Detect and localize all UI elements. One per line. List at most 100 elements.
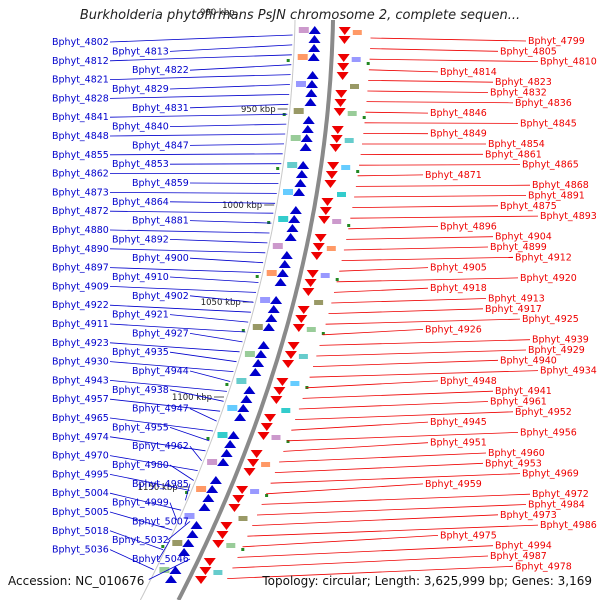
right-gene-label: Bphyt_4961 <box>490 397 547 408</box>
left-gene-label: Bphyt_4922 <box>52 300 109 311</box>
feature-dot <box>286 440 290 443</box>
feature-dot <box>267 221 271 224</box>
left-gene-label: Bphyt_4848 <box>52 131 109 142</box>
feature-block <box>314 300 324 305</box>
right-leader-line <box>348 226 439 230</box>
scale-tick-label: 1050 kbp <box>201 298 241 308</box>
feature-block <box>252 324 263 330</box>
reverse-gene-arrow <box>319 207 332 215</box>
feature-block <box>290 381 300 386</box>
left-leader-line <box>167 521 191 541</box>
feature-block <box>236 378 247 384</box>
left-leader-line <box>109 361 234 372</box>
reverse-gene-arrow <box>312 243 325 251</box>
left-gene-label: Bphyt_4897 <box>52 263 109 274</box>
left-leader-line <box>189 333 243 343</box>
left-gene-label: Bphyt_4864 <box>112 197 169 208</box>
feature-block <box>298 27 309 33</box>
left-gene-label: Bphyt_4970 <box>52 451 109 462</box>
right-leader-line <box>368 69 439 73</box>
feature-block <box>341 165 351 170</box>
forward-gene-arrow <box>306 71 319 79</box>
forward-gene-arrow <box>198 503 211 511</box>
reverse-gene-arrow <box>282 360 295 368</box>
left-leader-line <box>169 123 287 127</box>
left-leader-line <box>189 295 254 303</box>
forward-gene-arrow <box>178 548 191 556</box>
left-leader-line <box>109 286 257 293</box>
left-leader-line <box>189 103 289 109</box>
feature-block <box>207 459 218 465</box>
forward-gene-arrow <box>224 440 237 448</box>
reverse-gene-arrow <box>220 522 233 530</box>
feature-block <box>293 108 304 114</box>
left-leader-line <box>109 229 270 234</box>
right-leader-line <box>295 411 514 420</box>
feature-dot <box>241 329 245 332</box>
reverse-gene-arrow <box>228 504 241 512</box>
right-gene-label: Bphyt_4939 <box>532 335 589 346</box>
reverse-gene-arrow <box>243 468 256 476</box>
right-gene-label: Bphyt_4917 <box>485 304 542 315</box>
left-gene-label: Bphyt_4985 <box>132 479 189 490</box>
reverse-gene-arrow <box>250 450 263 458</box>
left-leader-line <box>109 492 182 511</box>
scale-tick-label: 1100 kbp <box>172 393 212 403</box>
forward-gene-arrow <box>265 314 278 322</box>
reverse-gene-arrow <box>260 423 273 431</box>
right-leader-line <box>343 246 489 251</box>
feature-block <box>250 489 260 494</box>
reverse-gene-arrow <box>324 180 337 188</box>
reverse-gene-arrow <box>273 387 286 395</box>
forward-gene-arrow <box>220 449 233 457</box>
left-leader-line <box>109 113 288 118</box>
feature-block <box>352 30 362 35</box>
right-gene-label: Bphyt_4814 <box>440 67 497 78</box>
right-gene-label: Bphyt_4948 <box>440 376 497 387</box>
left-gene-label: Bphyt_4813 <box>112 46 169 57</box>
feature-block <box>283 189 293 195</box>
forward-gene-arrow <box>305 89 318 97</box>
right-leader-line <box>274 462 484 473</box>
left-gene-label: Bphyt_5036 <box>52 545 109 556</box>
reverse-gene-arrow <box>284 351 297 359</box>
feature-dot <box>347 224 351 227</box>
left-leader-line <box>109 133 286 137</box>
left-leader-line <box>109 323 246 333</box>
feature-block <box>290 135 301 141</box>
right-leader-line <box>339 267 429 272</box>
forward-gene-arrow <box>294 179 307 187</box>
right-leader-line <box>302 390 494 399</box>
right-gene-label: Bphyt_4959 <box>425 479 482 490</box>
right-gene-label: Bphyt_4945 <box>430 417 487 428</box>
left-gene-label: Bphyt_4902 <box>132 291 189 302</box>
feature-block <box>184 513 195 519</box>
right-gene-label: Bphyt_4868 <box>532 180 589 191</box>
feature-block <box>287 162 298 168</box>
feature-block <box>278 216 289 222</box>
left-gene-label: Bphyt_4911 <box>52 319 109 330</box>
left-leader-line <box>109 34 293 43</box>
forward-gene-arrow <box>295 170 308 178</box>
right-gene-label: Bphyt_4913 <box>488 294 545 305</box>
left-leader-line <box>169 44 293 52</box>
right-leader-line <box>355 184 531 187</box>
left-gene-label: Bphyt_4900 <box>132 253 189 264</box>
left-gene-label: Bphyt_4944 <box>132 366 189 377</box>
forward-gene-arrow <box>262 323 275 331</box>
forward-gene-arrow <box>300 134 313 142</box>
reverse-gene-arrow <box>337 63 350 71</box>
feature-block <box>196 486 207 492</box>
forward-gene-arrow <box>286 224 299 232</box>
forward-gene-arrow <box>227 431 240 439</box>
left-gene-label: Bphyt_4829 <box>112 84 169 95</box>
right-gene-label: Bphyt_4975 <box>440 530 497 541</box>
left-leader-line <box>189 445 202 461</box>
forward-gene-arrow <box>308 44 321 52</box>
feature-block <box>271 435 281 440</box>
forward-gene-arrow <box>289 206 302 214</box>
reverse-gene-arrow <box>264 414 277 422</box>
left-leader-line <box>109 417 214 432</box>
forward-gene-arrow <box>308 35 321 43</box>
